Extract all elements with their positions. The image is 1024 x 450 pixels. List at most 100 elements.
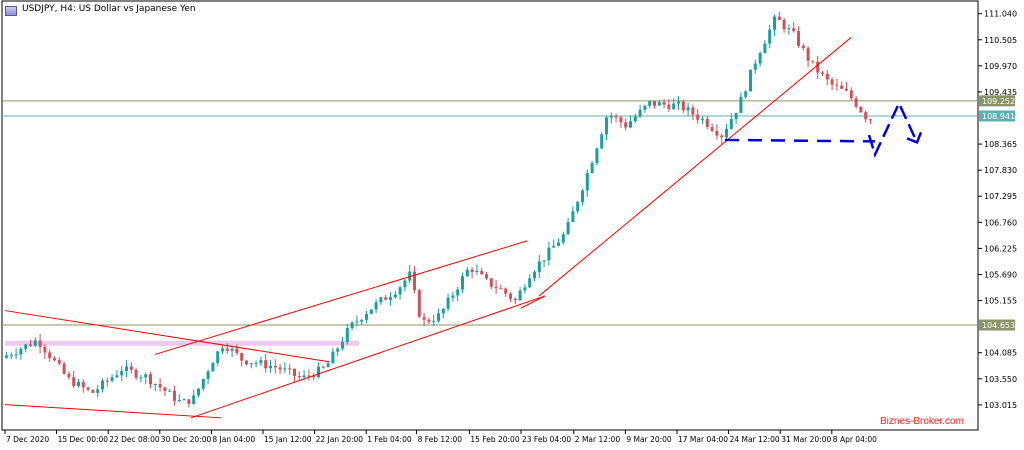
x-tick-label: 22 Dec 08:00	[109, 435, 160, 444]
candle-body	[787, 28, 791, 30]
candle-body	[585, 173, 589, 191]
candle-body	[725, 128, 728, 138]
candle-body	[350, 322, 354, 329]
candle-body	[393, 294, 397, 298]
candle-body	[288, 368, 292, 370]
candle-body	[221, 348, 224, 352]
candle-body	[475, 270, 479, 272]
level-price-label-1: 108.941	[982, 112, 1015, 121]
candle-body	[139, 377, 143, 379]
candle-body	[845, 88, 848, 91]
candle-body	[153, 384, 157, 386]
candle-body	[230, 348, 234, 351]
candle-body	[566, 222, 570, 235]
candle-body	[662, 102, 666, 105]
candle-body	[729, 119, 733, 129]
trendline-1	[4, 404, 222, 419]
candle-body	[691, 107, 695, 115]
forecast-arrowhead	[906, 131, 923, 144]
x-tick-label: 17 Mar 04:00	[678, 435, 728, 444]
candle-body	[830, 79, 834, 85]
candle-body	[374, 302, 378, 310]
candle-body	[638, 109, 642, 117]
x-tick-label: 8 Jan 04:00	[212, 435, 255, 444]
candle-body	[19, 349, 23, 355]
candle-body	[643, 105, 647, 110]
candle-body	[605, 117, 608, 135]
y-tick-label: 108.365	[984, 140, 1017, 149]
candle-body	[331, 351, 335, 364]
candle-body	[451, 295, 455, 298]
candle-body	[624, 122, 628, 128]
candle-body	[465, 269, 469, 277]
candle-body	[24, 344, 28, 350]
candle-body	[43, 346, 47, 353]
candle-body	[264, 360, 268, 369]
candle-body	[489, 278, 493, 287]
candle-body	[792, 28, 796, 32]
y-tick-label: 105.690	[984, 270, 1017, 279]
candle-body	[417, 290, 421, 317]
candle-body	[657, 102, 661, 106]
candle-body	[120, 371, 124, 376]
candle-body	[297, 375, 301, 378]
candle-body	[259, 360, 263, 364]
candle-body	[245, 360, 248, 365]
trendline-4	[520, 295, 546, 309]
candle-body	[504, 288, 508, 294]
candle-body	[835, 84, 839, 86]
candle-body	[182, 399, 186, 401]
candle-body	[696, 114, 700, 120]
candle-body	[134, 369, 138, 378]
y-tick-label: 103.015	[984, 401, 1017, 410]
candle-body	[163, 387, 167, 391]
candle-body	[441, 308, 445, 314]
candle-body	[125, 366, 128, 372]
candle-body	[398, 287, 402, 295]
x-tick-label: 7 Dec 2020	[6, 435, 49, 444]
candle-body	[571, 211, 575, 223]
candle-body	[129, 366, 133, 370]
candle-body	[432, 320, 436, 322]
candle-body	[302, 375, 306, 378]
candle-body	[341, 341, 344, 349]
candle-body	[456, 289, 460, 296]
candle-body	[859, 106, 863, 113]
x-tick-label: 8 Feb 12:00	[418, 435, 463, 444]
x-tick-label: 9 Mar 20:00	[626, 435, 672, 444]
candle-body	[211, 363, 215, 372]
candle-body	[403, 280, 407, 288]
candle-body	[187, 399, 191, 404]
candle-body	[326, 363, 330, 368]
candle-body	[547, 247, 551, 261]
candle-body	[345, 328, 349, 342]
plot-frame	[1, 0, 979, 431]
candle-body	[67, 373, 71, 378]
y-tick-label: 107.295	[984, 192, 1017, 201]
candle-body	[269, 365, 272, 369]
candle-body	[557, 242, 560, 246]
candle-body	[840, 85, 844, 89]
candle-body	[509, 293, 512, 299]
candle-body	[413, 271, 416, 291]
candle-body	[777, 16, 781, 21]
candle-body	[701, 118, 704, 120]
x-tick-label: 22 Jan 20:00	[316, 435, 364, 444]
candle-body	[422, 316, 426, 320]
candle-body	[144, 374, 148, 378]
candle-body	[821, 72, 824, 74]
trendline-3	[190, 295, 546, 419]
highlight-zone	[5, 340, 359, 346]
candle-body	[485, 274, 488, 279]
candle-body	[470, 269, 474, 272]
x-tick-label: 2 Mar 12:00	[575, 435, 621, 444]
candle-body	[149, 374, 152, 385]
candle-body	[619, 117, 623, 123]
candle-body	[336, 348, 340, 352]
x-tick-label: 8 Apr 04:00	[833, 435, 877, 444]
candle-body	[825, 73, 829, 80]
candle-body	[648, 101, 652, 106]
candle-body	[254, 363, 258, 365]
